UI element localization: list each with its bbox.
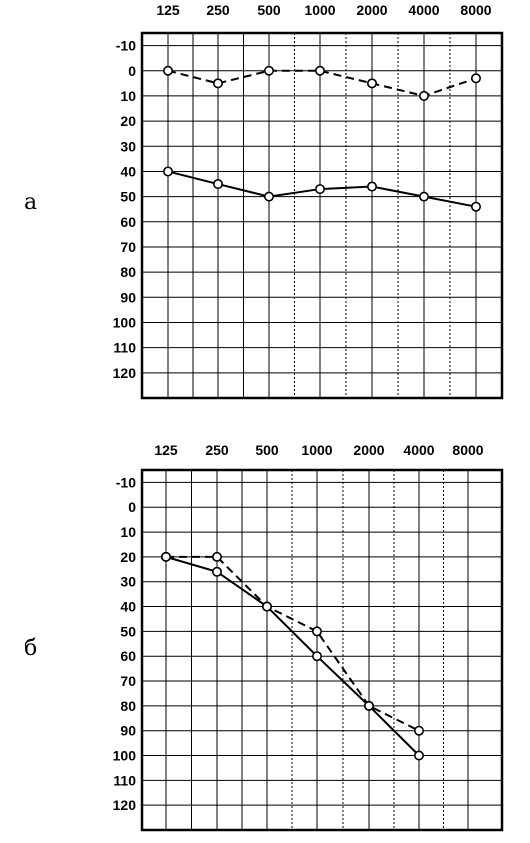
y-tick-label: 70 [120,673,136,689]
y-tick-label: 90 [120,289,136,305]
y-tick-label: 100 [113,314,137,330]
data-point [261,601,272,612]
x-tick-label: 250 [205,442,229,458]
data-point [163,166,174,177]
data-point [212,566,223,577]
y-tick-label: 20 [120,549,136,565]
data-point [212,551,223,562]
y-tick-label: 50 [120,623,136,639]
y-tick-label: 30 [120,574,136,590]
data-point [311,651,322,662]
data-point [311,626,322,637]
y-tick-label: 80 [120,264,136,280]
data-point [413,750,424,761]
y-tick-label: 10 [120,524,136,540]
x-tick-label: 125 [154,442,178,458]
y-tick-label: 110 [113,772,136,788]
y-tick-label: 20 [120,113,136,129]
y-tick-label: 120 [113,365,137,381]
y-tick-label: 120 [113,797,137,813]
y-tick-label: 40 [120,599,136,615]
data-point [161,551,172,562]
x-tick-label: 4000 [408,2,439,18]
data-point [470,73,481,84]
plot-frame [140,31,504,400]
data-point [470,201,481,212]
x-tick-label: 125 [156,2,180,18]
y-tick-label: 0 [128,63,136,79]
x-tick-label: 8000 [452,442,483,458]
audiogram-panel-a: -10 0 10 20 30 40 50 60 70 80 90 100 110 120 125 250 500… [24,2,504,400]
y-tick-label: 70 [120,239,136,255]
x-tick-label: 8000 [460,2,491,18]
y-tick-label: 10 [120,88,136,104]
y-tick-label: 30 [120,138,136,154]
x-tick-label: 500 [257,2,281,18]
y-tick-label: 100 [113,748,137,764]
x-tick-label: 4000 [403,442,434,458]
panel-label: а [24,190,37,215]
data-point [213,179,224,190]
data-point [413,725,424,736]
y-tick-label: 90 [120,723,136,739]
y-tick-label: 40 [120,163,136,179]
panel-label: б [24,636,37,661]
plot-frame [140,468,504,832]
y-tick-label: 0 [128,499,136,515]
data-point [418,191,429,202]
data-point [263,191,274,202]
series-line-solid [165,555,420,757]
x-tick-label: 1000 [301,442,332,458]
data-point [418,90,429,101]
y-tick-label: -10 [116,474,136,490]
y-tick-label: 110 [113,340,136,356]
x-tick-label: 500 [255,442,279,458]
data-point [314,184,325,195]
y-tick-label: 60 [120,214,136,230]
data-point [366,78,377,89]
data-point [263,65,274,76]
y-tick-label: 80 [120,698,136,714]
data-point [314,65,325,76]
data-point [363,700,374,711]
data-point [366,181,377,192]
y-tick-label: 60 [120,648,136,664]
x-tick-label: 1000 [304,2,335,18]
x-tick-label: 250 [206,2,230,18]
data-point [213,78,224,89]
y-tick-label: 50 [120,189,136,205]
series-line-dashed [166,555,420,732]
data-point [163,65,174,76]
x-tick-label: 2000 [356,2,387,18]
audiogram-panel-b: -10 0 10 20 30 40 50 60 70 80 90 100 110 120 125 250 500… [24,442,504,832]
x-tick-label: 2000 [353,442,384,458]
y-tick-label: -10 [116,38,136,54]
